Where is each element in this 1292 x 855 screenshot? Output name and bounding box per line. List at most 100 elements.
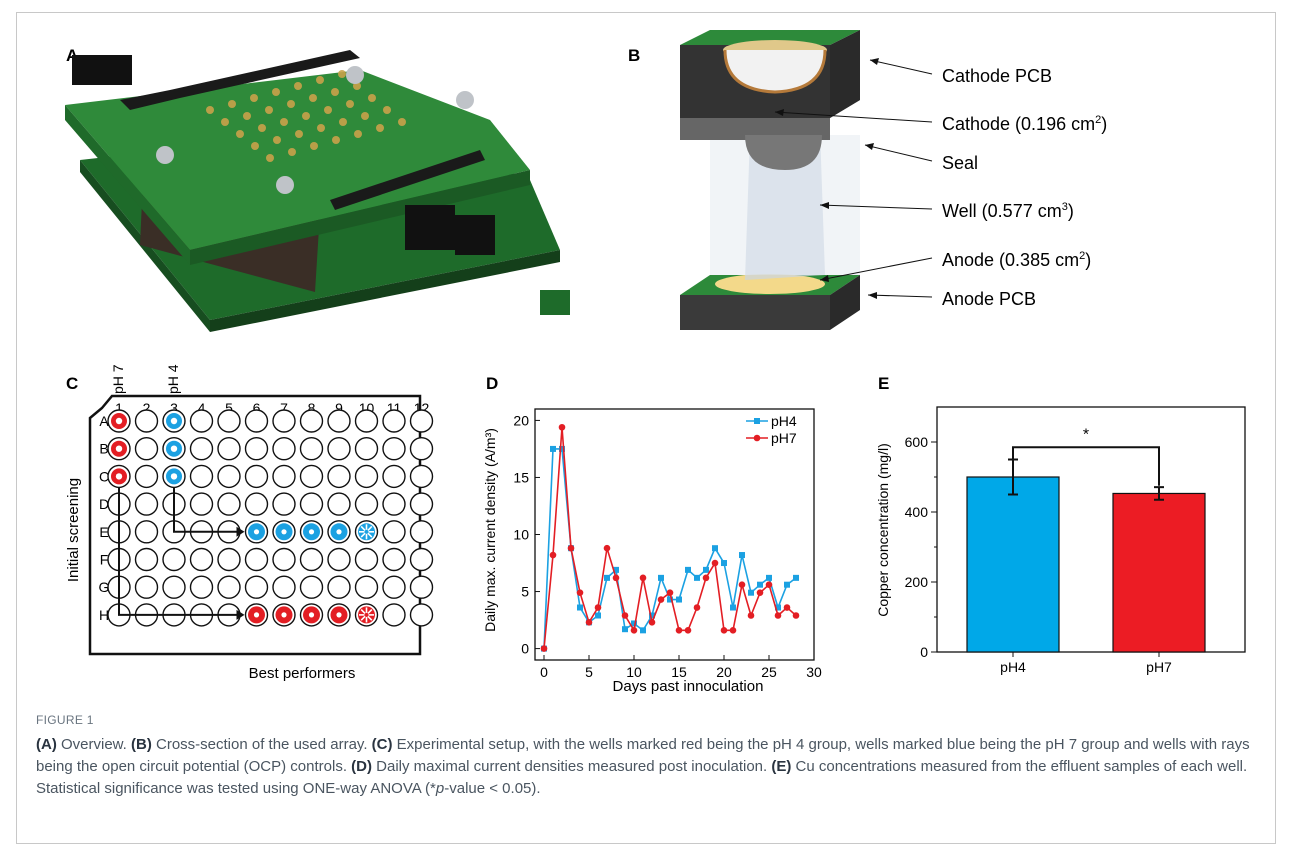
chart-d-point: [747, 612, 755, 619]
plate-well: [354, 492, 379, 516]
chart-d-point: [639, 574, 647, 582]
chart-d-point: [739, 552, 745, 559]
chart-d-point: [675, 627, 683, 634]
label-well: Well (0.577 cm3): [942, 201, 1074, 221]
chart-d-point: [774, 612, 782, 619]
plate-well: [354, 547, 379, 572]
chart-d-point: [729, 627, 737, 634]
plate-well: [217, 436, 241, 461]
chart-e-xtick-label: pH4: [1000, 659, 1026, 675]
plate-well: [382, 464, 406, 489]
label-cathode: Cathode (0.196 cm2): [942, 114, 1107, 134]
chart-d-point: [756, 589, 764, 596]
plate-well: [299, 603, 324, 627]
chart-d-point: [666, 589, 674, 596]
chart-d-point: [550, 445, 556, 452]
chart-d-series-ph4: [541, 445, 799, 652]
plate-well: [327, 547, 351, 572]
plate-col-label: 1: [115, 400, 123, 416]
chart-d-point: [748, 589, 754, 596]
plate-col-label: 9: [335, 400, 343, 416]
caption-text: (A) Overview. (B) Cross-section of the u…: [36, 736, 1250, 797]
plate-well: [217, 492, 241, 516]
plate-well: [244, 492, 269, 516]
chart-e-xtick-label: pH7: [1146, 659, 1172, 675]
chart-d-point: [693, 604, 701, 611]
chart-d-point: [658, 574, 664, 581]
chart-d-point: [630, 627, 638, 634]
plate-well: [354, 603, 379, 627]
chart-e-ytick-label: 0: [920, 644, 928, 660]
plate-well: [299, 520, 324, 544]
chart-d-point: [540, 645, 548, 652]
chart-d-point: [648, 619, 656, 626]
chart-e-ytick-label: 400: [905, 504, 929, 520]
plate-well: [134, 547, 159, 572]
chart-d-ytick-label: 0: [521, 641, 529, 657]
plate-col-label: 7: [280, 400, 288, 416]
chart-e-bar-ph4: [966, 476, 1060, 653]
plate-well: [134, 520, 159, 544]
plate-well: [217, 409, 241, 433]
plate-col-label: 6: [253, 400, 261, 416]
plate-row-label: D: [99, 496, 109, 512]
chart-d-series-line: [543, 448, 797, 649]
chart-d-point: [784, 581, 790, 588]
plate-well: [299, 464, 324, 489]
plate-row-label: A: [99, 413, 109, 429]
plate-well: [189, 575, 214, 599]
chart-d-point: [676, 596, 682, 603]
plate-well: [244, 409, 269, 433]
plate-well: [409, 464, 434, 489]
label-seal: Seal: [942, 153, 978, 173]
plate-well: [382, 547, 406, 572]
chart-d-point: [612, 574, 620, 582]
panel-label-b: B: [628, 46, 641, 65]
plate-well: [162, 409, 186, 433]
chart-d-point: [621, 612, 629, 619]
plate-well: [299, 547, 324, 572]
chart-d-point: [765, 581, 773, 588]
plate-col-label: 5: [225, 400, 233, 416]
plate-well: [162, 436, 186, 461]
plate-well: [134, 436, 159, 461]
plate-well: [272, 575, 296, 599]
chart-d-legend-label: pH4: [771, 413, 797, 429]
chart-d-xtick-label: 15: [671, 664, 687, 680]
plate-well: [327, 575, 351, 599]
plate-well: [354, 520, 379, 544]
label-anode-pcb: Anode PCB: [942, 289, 1036, 309]
chart-e-axes-box: [936, 406, 1246, 653]
col-top-label-ph7: pH 7: [110, 364, 126, 394]
chart-d-point: [783, 604, 791, 611]
chart-d-series-line: [543, 427, 797, 649]
plate-well: [299, 409, 324, 433]
plate-well: [327, 603, 351, 627]
plate-well: [162, 464, 186, 489]
chart-e-significance-marker: *: [1083, 426, 1089, 443]
chart-d-point: [711, 559, 719, 567]
plate-well: [217, 547, 241, 572]
chart-d-point: [793, 574, 799, 581]
label-cathode-pcb: Cathode PCB: [942, 66, 1052, 86]
plate-row-label: F: [100, 552, 109, 568]
caption-figure-label: FIGURE 1: [36, 713, 94, 727]
chart-d-point: [558, 423, 566, 431]
chart-d-point: [640, 627, 646, 634]
chart-d-xtick-label: 10: [626, 664, 642, 680]
chart-d-ytick-label: 10: [513, 527, 529, 543]
figure-frame: [16, 12, 1276, 844]
panel-label-d: D: [486, 374, 499, 393]
chart-d-point: [649, 612, 655, 619]
panel-b-cross-section: Cathode PCB Cathode (0.196 cm2) Seal Wel…: [680, 30, 1107, 330]
plate-well: [134, 492, 159, 516]
chart-d-point: [577, 604, 583, 611]
chart-d-xtick-label: 5: [585, 664, 593, 680]
chart-d-point: [720, 627, 728, 634]
plate-well: [162, 575, 186, 599]
plate-well: [272, 409, 296, 433]
chart-d-point: [603, 544, 611, 552]
plate-well: [327, 436, 351, 461]
chart-d-xtick-label: 25: [761, 664, 777, 680]
